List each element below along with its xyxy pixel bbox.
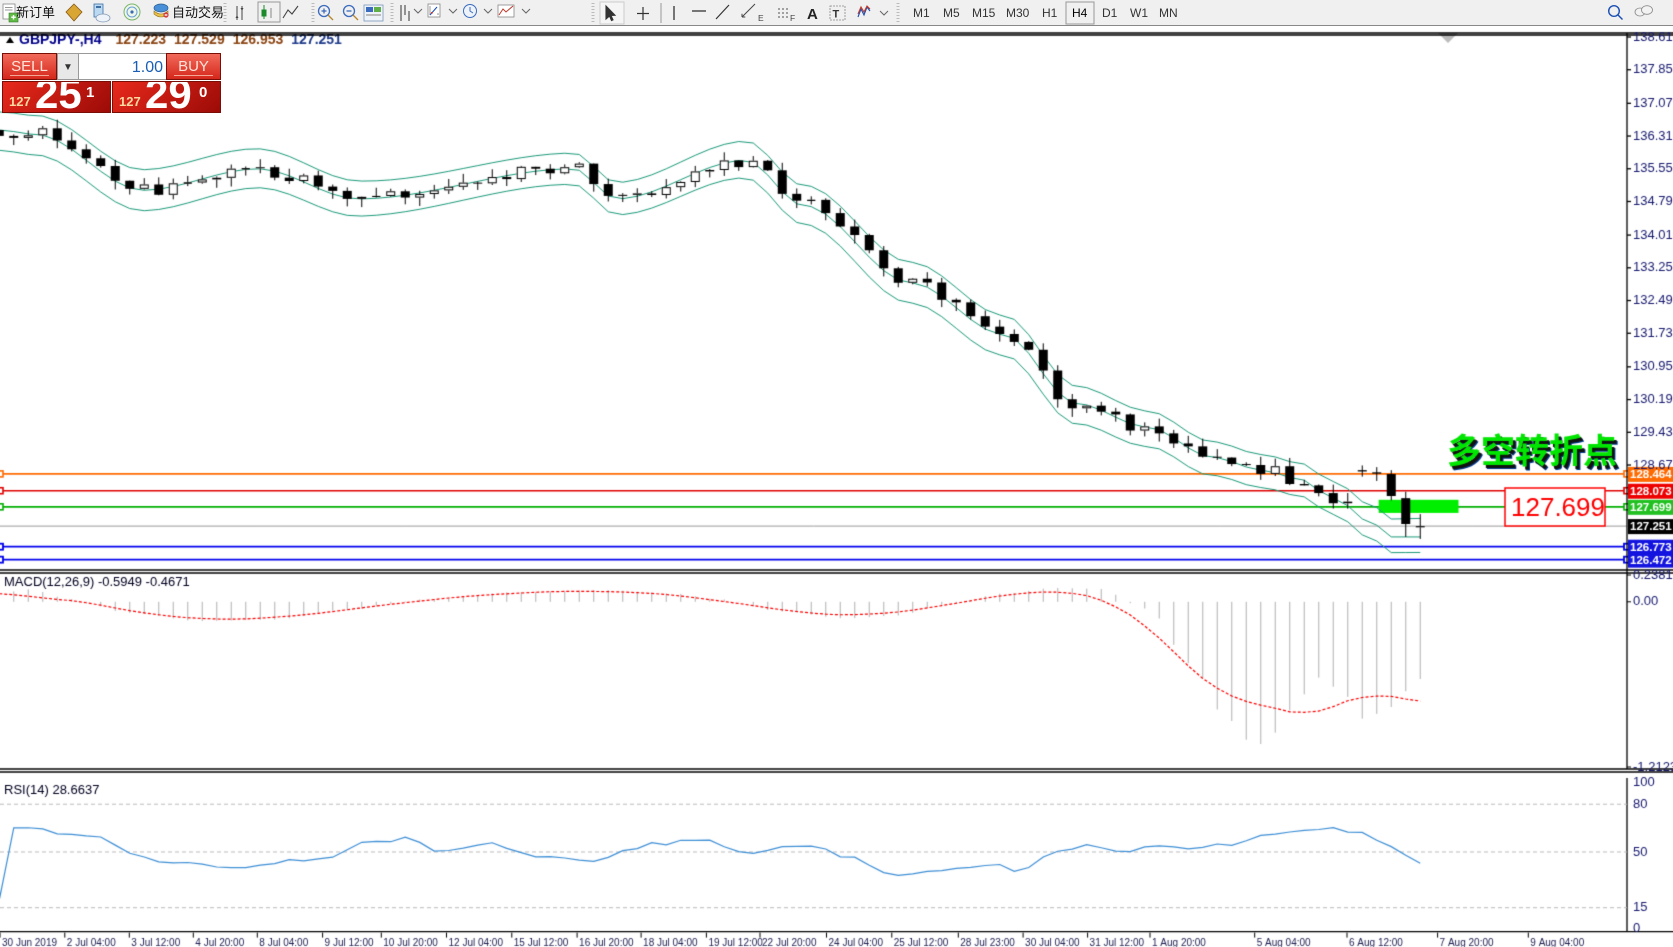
svg-text:F: F — [790, 13, 795, 23]
svg-text:H1: H1 — [1042, 6, 1058, 20]
svg-text:MN: MN — [1159, 6, 1178, 20]
svg-text:T: T — [833, 9, 840, 21]
svg-text:M5: M5 — [943, 6, 960, 20]
svg-text:E: E — [758, 13, 764, 23]
svg-text:M15: M15 — [972, 6, 996, 20]
svg-text:M1: M1 — [913, 6, 930, 20]
svg-text:H4: H4 — [1072, 6, 1088, 20]
svg-text:A: A — [807, 6, 818, 23]
svg-text:D1: D1 — [1102, 6, 1118, 20]
svg-text:W1: W1 — [1130, 6, 1148, 20]
svg-text:新订单: 新订单 — [16, 2, 55, 21]
svg-text:自动交易: 自动交易 — [172, 2, 224, 21]
svg-text:M30: M30 — [1006, 6, 1030, 20]
